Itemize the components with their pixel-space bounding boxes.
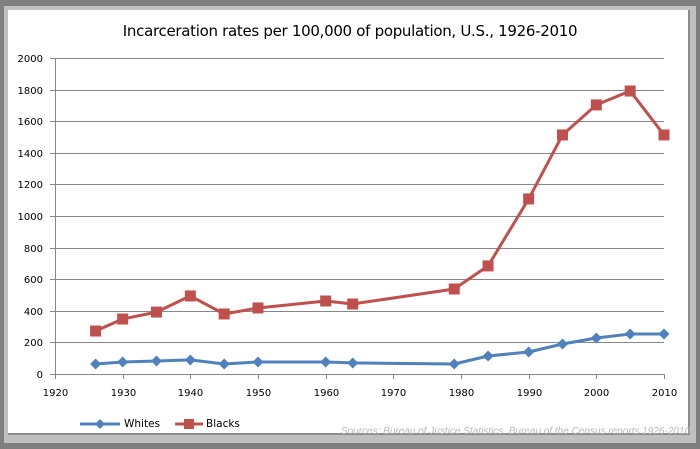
x-axis-ticks: 1920 1930 1940 1950 1960 1970 1980 1990 2000 2010 <box>43 374 677 399</box>
data-point-square <box>590 99 602 111</box>
x-tick-label: 1980 <box>449 388 474 399</box>
x-tick-label: 1960 <box>314 388 339 399</box>
y-tick-label: 1200 <box>18 180 43 191</box>
data-point-diamond <box>151 355 162 367</box>
data-point-diamond <box>624 328 636 340</box>
series-group <box>90 85 670 370</box>
series-whites <box>90 328 670 370</box>
y-tick-label: 1000 <box>18 212 43 223</box>
series-blacks <box>90 85 670 337</box>
data-point-diamond <box>448 358 460 370</box>
data-point-diamond <box>347 357 359 369</box>
y-tick-label: 600 <box>24 275 43 286</box>
x-tick-label: 1930 <box>111 388 136 399</box>
x-tick-label: 1970 <box>381 388 406 399</box>
series-line-blacks <box>94 89 666 333</box>
legend-item-blacks: Blacks <box>174 418 240 430</box>
data-point-square <box>448 283 460 295</box>
legend-label: Blacks <box>206 418 240 430</box>
data-point-diamond <box>557 338 568 350</box>
legend-label: Whites <box>124 418 161 430</box>
data-point-diamond <box>482 350 494 362</box>
y-tick-label: 1600 <box>18 117 43 128</box>
x-tick-label: 2000 <box>584 388 609 399</box>
y-tick-label: 200 <box>24 338 43 349</box>
data-point-square <box>90 325 102 337</box>
y-tick-label: 1800 <box>18 86 43 97</box>
chart-frame <box>4 6 696 443</box>
x-tick-label: 1990 <box>517 388 542 399</box>
chart-title: Incarceration rates per 100,000 of popul… <box>122 22 578 40</box>
x-tick-label: 1950 <box>246 388 271 399</box>
data-point-diamond <box>658 328 670 340</box>
x-tick-label: 1940 <box>178 388 203 399</box>
legend: Whites Blacks <box>78 418 254 430</box>
data-point-diamond <box>590 332 602 344</box>
square-marker-icon <box>175 419 204 429</box>
data-point-square <box>482 260 494 272</box>
data-point-diamond <box>117 356 129 368</box>
data-point-square <box>151 306 162 318</box>
gridlines <box>55 58 664 343</box>
data-point-square <box>658 129 670 141</box>
y-axis-ticks: 0 200 400 600 800 1000 1200 1400 1600 1800 2000 <box>18 54 55 381</box>
series-line-whites <box>95 332 664 366</box>
data-point-diamond <box>184 354 196 366</box>
data-point-square <box>347 298 359 310</box>
x-tick-label: 2010 <box>652 388 677 399</box>
data-point-square <box>184 290 196 302</box>
data-point-diamond <box>320 356 332 368</box>
diamond-marker-icon <box>80 419 120 429</box>
data-point-square <box>117 313 129 325</box>
data-point-diamond <box>218 358 230 370</box>
x-tick-label: 1920 <box>43 388 68 399</box>
data-point-diamond <box>90 358 102 370</box>
data-point-diamond <box>252 356 264 368</box>
data-point-square <box>320 295 332 307</box>
y-tick-label: 400 <box>24 307 43 318</box>
data-point-diamond <box>523 346 535 358</box>
data-point-square <box>624 85 636 97</box>
data-point-square <box>218 308 230 320</box>
y-tick-label: 2000 <box>18 54 43 65</box>
data-point-square <box>252 302 264 314</box>
source-note: Sources: Bureau of Justice Statistics. B… <box>340 426 690 437</box>
y-tick-label: 800 <box>24 244 43 255</box>
data-point-square <box>557 129 568 141</box>
data-point-square <box>523 193 535 205</box>
legend-item-whites: Whites <box>78 418 160 430</box>
y-tick-label: 0 <box>37 370 43 381</box>
axes <box>55 58 664 375</box>
y-tick-label: 1400 <box>18 149 43 160</box>
